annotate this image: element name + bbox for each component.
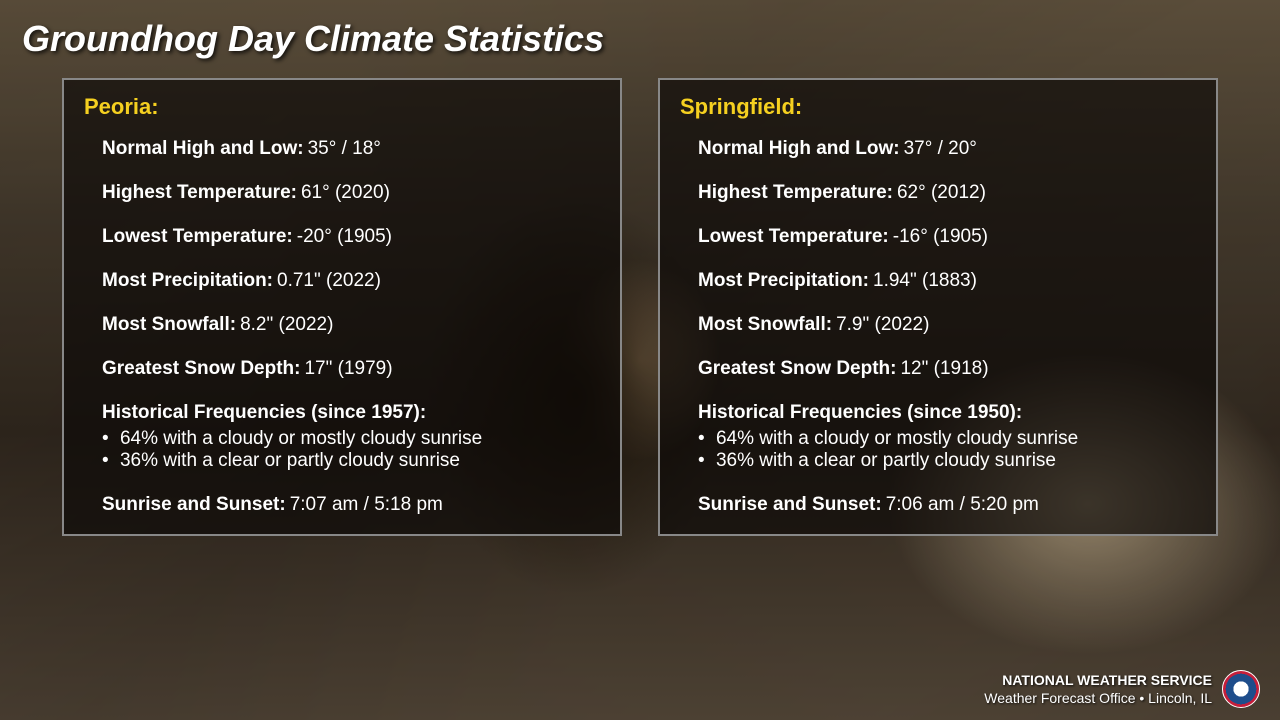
stat-label: Most Snowfall: (698, 314, 832, 335)
stat-label: Normal High and Low: (698, 138, 900, 159)
stat-most-precip: Most Precipitation:0.71" (2022) (102, 270, 600, 292)
stat-value: 7:06 am / 5:20 pm (886, 494, 1039, 515)
freq-item: 64% with a cloudy or mostly cloudy sunri… (712, 428, 1196, 450)
stat-highest-temp: Highest Temperature:61° (2020) (102, 182, 600, 204)
city-name: Springfield: (680, 94, 1196, 120)
stat-value: -20° (1905) (297, 226, 392, 247)
stat-value: -16° (1905) (893, 226, 988, 247)
stat-label: Lowest Temperature: (102, 226, 293, 247)
stat-label: Greatest Snow Depth: (102, 358, 300, 379)
stat-label: Most Precipitation: (698, 270, 869, 291)
city-name: Peoria: (84, 94, 600, 120)
stat-label: Normal High and Low: (102, 138, 304, 159)
stat-value: 37° / 20° (904, 138, 977, 159)
stat-value: 1.94" (1883) (873, 270, 977, 291)
stat-label: Most Snowfall: (102, 314, 236, 335)
panel-springfield: Springfield: Normal High and Low:37° / 2… (658, 78, 1218, 536)
stat-value: 35° / 18° (308, 138, 381, 159)
stat-most-snowfall: Most Snowfall:8.2" (2022) (102, 314, 600, 336)
stat-value: 61° (2020) (301, 182, 390, 203)
footer: NATIONAL WEATHER SERVICE Weather Forecas… (984, 670, 1260, 708)
freq-item: 64% with a cloudy or mostly cloudy sunri… (116, 428, 600, 450)
page-title: Groundhog Day Climate Statistics (22, 18, 604, 60)
historical-frequencies: Historical Frequencies (since 1957): 64%… (102, 402, 600, 472)
stat-value: 62° (2012) (897, 182, 986, 203)
stat-label: Greatest Snow Depth: (698, 358, 896, 379)
stat-value: 8.2" (2022) (240, 314, 333, 335)
nws-logo-icon (1222, 670, 1260, 708)
stat-label: Lowest Temperature: (698, 226, 889, 247)
stat-value: 17" (1979) (304, 358, 392, 379)
stat-value: 12" (1918) (900, 358, 988, 379)
footer-org: NATIONAL WEATHER SERVICE (984, 671, 1212, 689)
stat-most-snowfall: Most Snowfall:7.9" (2022) (698, 314, 1196, 336)
freq-title: Historical Frequencies (since 1950): (698, 402, 1196, 424)
stat-label: Sunrise and Sunset: (102, 494, 286, 515)
freq-title: Historical Frequencies (since 1957): (102, 402, 600, 424)
stat-label: Highest Temperature: (102, 182, 297, 203)
stat-lowest-temp: Lowest Temperature:-20° (1905) (102, 226, 600, 248)
stat-most-precip: Most Precipitation:1.94" (1883) (698, 270, 1196, 292)
stat-label: Most Precipitation: (102, 270, 273, 291)
stat-label: Highest Temperature: (698, 182, 893, 203)
stat-label: Sunrise and Sunset: (698, 494, 882, 515)
stat-snow-depth: Greatest Snow Depth:17" (1979) (102, 358, 600, 380)
panel-peoria: Peoria: Normal High and Low:35° / 18° Hi… (62, 78, 622, 536)
stat-value: 7.9" (2022) (836, 314, 929, 335)
freq-item: 36% with a clear or partly cloudy sunris… (116, 450, 600, 472)
panels-container: Peoria: Normal High and Low:35° / 18° Hi… (62, 78, 1218, 536)
stat-sunrise-sunset: Sunrise and Sunset:7:06 am / 5:20 pm (698, 494, 1196, 516)
stat-value: 7:07 am / 5:18 pm (290, 494, 443, 515)
freq-item: 36% with a clear or partly cloudy sunris… (712, 450, 1196, 472)
footer-text: NATIONAL WEATHER SERVICE Weather Forecas… (984, 671, 1212, 707)
historical-frequencies: Historical Frequencies (since 1950): 64%… (698, 402, 1196, 472)
footer-office: Weather Forecast Office • Lincoln, IL (984, 689, 1212, 707)
stat-normal-high-low: Normal High and Low:37° / 20° (698, 138, 1196, 160)
stat-snow-depth: Greatest Snow Depth:12" (1918) (698, 358, 1196, 380)
stat-lowest-temp: Lowest Temperature:-16° (1905) (698, 226, 1196, 248)
stat-highest-temp: Highest Temperature:62° (2012) (698, 182, 1196, 204)
stat-value: 0.71" (2022) (277, 270, 381, 291)
stat-normal-high-low: Normal High and Low:35° / 18° (102, 138, 600, 160)
stat-sunrise-sunset: Sunrise and Sunset:7:07 am / 5:18 pm (102, 494, 600, 516)
